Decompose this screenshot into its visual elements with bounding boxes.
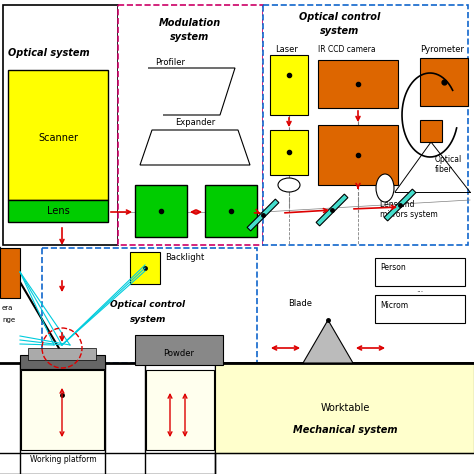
Polygon shape	[384, 189, 416, 221]
Bar	[118, 5, 263, 245]
Polygon shape	[247, 199, 279, 231]
Bar	[20, 355, 105, 369]
Text: Worktable: Worktable	[320, 403, 370, 413]
Bar	[270, 55, 308, 115]
Polygon shape	[303, 320, 353, 363]
Text: Microm: Microm	[380, 301, 408, 310]
Text: system: system	[320, 26, 360, 36]
Text: Lens and: Lens and	[380, 200, 414, 209]
Bar	[8, 200, 108, 222]
Text: Laser: Laser	[275, 45, 298, 54]
Bar	[8, 70, 108, 200]
Bar	[318, 60, 398, 108]
Bar	[215, 363, 474, 453]
Bar	[28, 348, 96, 360]
Text: Working platform: Working platform	[30, 455, 97, 464]
Text: era: era	[2, 305, 13, 311]
Text: Pyrometer: Pyrometer	[420, 45, 464, 54]
Bar	[375, 295, 465, 323]
Polygon shape	[140, 130, 250, 165]
Text: Person: Person	[380, 264, 406, 273]
Ellipse shape	[376, 174, 394, 202]
Text: system: system	[170, 32, 210, 42]
Text: Optical system: Optical system	[8, 48, 90, 58]
Text: Mechanical system: Mechanical system	[293, 425, 397, 435]
Text: Profiler: Profiler	[155, 58, 185, 67]
Text: ...: ...	[417, 284, 424, 293]
Bar	[130, 252, 160, 284]
Bar	[135, 335, 223, 365]
Ellipse shape	[278, 178, 300, 192]
Text: Powder: Powder	[164, 348, 194, 357]
Text: nge: nge	[2, 317, 15, 323]
Text: system: system	[130, 315, 166, 324]
Text: Blade: Blade	[288, 299, 312, 308]
Text: Expander: Expander	[175, 118, 215, 127]
Bar	[42, 248, 257, 363]
Text: mirrors system: mirrors system	[380, 210, 438, 219]
Bar	[21, 370, 104, 450]
Bar	[205, 185, 257, 237]
Bar	[263, 5, 468, 245]
Text: Scanner: Scanner	[38, 133, 78, 143]
Bar	[375, 258, 465, 286]
Text: fiber: fiber	[435, 165, 453, 174]
Text: Lens: Lens	[46, 206, 69, 216]
Bar	[146, 370, 214, 450]
Bar	[135, 185, 187, 237]
Bar	[3, 5, 118, 245]
Text: Modulation: Modulation	[159, 18, 221, 28]
Polygon shape	[316, 194, 348, 226]
Text: Backlight: Backlight	[165, 254, 204, 263]
Bar	[420, 120, 442, 142]
Bar	[318, 125, 398, 185]
Text: IR CCD camera: IR CCD camera	[318, 45, 375, 54]
Bar	[0, 248, 20, 298]
Bar	[270, 130, 308, 175]
Text: Optical control: Optical control	[110, 300, 185, 309]
Bar	[420, 58, 468, 106]
Text: Optical control: Optical control	[299, 12, 381, 22]
Text: Optical: Optical	[435, 155, 462, 164]
